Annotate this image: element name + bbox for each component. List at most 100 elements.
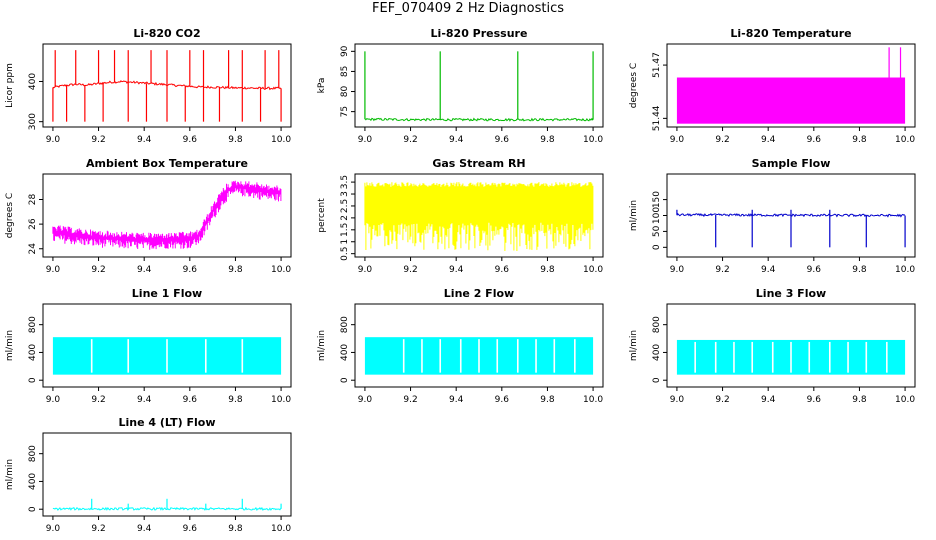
chart-line-1-flow-series-line-1-gap-4 [241, 339, 244, 373]
chart-line-2-flow-series-line-2-gap-9 [574, 339, 576, 373]
chart-sample-flow-xtick-label-4: 9.8 [852, 265, 867, 275]
chart-sample-flow-ytick-label-3: 150 [652, 191, 662, 208]
chart-line-2-flow-xtick-label-1: 9.2 [403, 395, 417, 405]
chart-line-3-flow-xtick-label-4: 9.8 [852, 395, 867, 405]
chart-li-820-co2: Li-820 CO2 Licor ppm 9.0 9.2 9.4 9.6 9.8 10.0 30… [5, 27, 292, 145]
chart-line-2-flow: Line 2 Flow ml/min 9.0 9.2 9.4 9.6 9.8 10.0 0 400… [317, 287, 604, 405]
chart-li-820-pressure-xtick-label-5: 10.0 [583, 135, 603, 145]
chart-li-820-temperature: Li-820 Temperature degrees C 9.0 9.2 9.4 9.6 9… [629, 27, 916, 145]
chart-line-1-flow-xtick-label-5: 10.0 [271, 395, 291, 405]
chart-line-3-flow-series-line-3-gap-3 [751, 341, 754, 373]
chart-li-820-temperature-xtick-label-5: 10.0 [895, 135, 915, 145]
chart-ambient-box-temperature-xtick-label-1: 9.2 [91, 265, 105, 275]
chart-line-1-flow-ytick-label-1: 400 [28, 344, 38, 361]
chart-li-820-temperature-data [676, 47, 906, 124]
chart-line-2-flow-series-line-2-gap-6 [516, 339, 519, 373]
chart-line-1-flow-title: Line 1 Flow [132, 287, 202, 300]
chart-gas-stream-rh: Gas Stream RH percent 9.0 9.2 9.4 9.6 9.8 10.0 0… [317, 157, 604, 275]
chart-ambient-box-temperature-frame [42, 173, 292, 258]
chart-line-4-lt-flow-ylabel: ml/min [5, 459, 15, 490]
chart-sample-flow-ylabel: ml/min [629, 200, 639, 231]
chart-gas-stream-rh-title: Gas Stream RH [432, 157, 525, 170]
chart-line-2-flow-xtick-label-4: 9.8 [540, 395, 555, 405]
chart-line-2-flow-ytick-label-0: 0 [340, 377, 350, 383]
chart-li-820-temperature-xtick-label-1: 9.2 [715, 135, 729, 145]
chart-line-3-flow-series-line-3-gap-1 [714, 341, 717, 373]
chart-sample-flow-ytick-label-2: 100 [652, 207, 662, 224]
chart-gas-stream-rh-xtick-label-4: 9.8 [540, 265, 555, 275]
chart-sample-flow-ytick-label-0: 0 [652, 244, 662, 250]
chart-ambient-box-temperature-series-ambient [52, 180, 282, 250]
chart-ambient-box-temperature-ytick-label-0: 24 [28, 243, 38, 255]
chart-sample-flow-xtick-label-2: 9.4 [761, 265, 776, 275]
chart-li-820-co2-xtick-label-2: 9.4 [137, 135, 152, 145]
chart-li-820-temperature-ytick-label-0: 51.44 [652, 105, 662, 131]
chart-line-1-flow-ylabel: ml/min [5, 330, 15, 361]
chart-line-2-flow-series-line-2-gap-5 [496, 339, 499, 373]
chart-gas-stream-rh-xtick-label-0: 9.0 [358, 265, 373, 275]
chart-gas-stream-rh-xtick-label-5: 10.0 [583, 265, 603, 275]
chart-line-4-lt-flow-xtick-label-4: 9.8 [228, 524, 243, 534]
chart-ambient-box-temperature-xtick-label-0: 9.0 [46, 265, 61, 275]
chart-line-3-flow-ytick-label-1: 400 [652, 344, 662, 361]
chart-line-4-lt-flow-title: Line 4 (LT) Flow [119, 416, 216, 429]
chart-sample-flow-xtick-label-1: 9.2 [715, 265, 729, 275]
chart-gas-stream-rh-ylabel: percent [317, 198, 327, 233]
chart-line-3-flow: Line 3 Flow ml/min 9.0 9.2 9.4 9.6 9.8 10.0 0 400… [629, 287, 916, 405]
chart-li-820-co2-frame [42, 43, 292, 128]
chart-li-820-co2-xtick-label-3: 9.6 [183, 135, 198, 145]
chart-gas-stream-rh-ytick-label-4: 2.5 [340, 199, 350, 213]
chart-sample-flow-title: Sample Flow [752, 157, 831, 170]
chart-line-2-flow-xtick-label-2: 9.4 [449, 395, 464, 405]
chart-li-820-temperature-frame [666, 43, 916, 128]
chart-line-1-flow-xtick-label-1: 9.2 [91, 395, 105, 405]
chart-ambient-box-temperature: Ambient Box Temperature degrees C 9.0 9.2 9.… [5, 157, 292, 275]
chart-line-4-lt-flow-xtick-label-1: 9.2 [91, 524, 105, 534]
chart-ambient-box-temperature-ytick-label-1: 26 [28, 218, 38, 230]
chart-li-820-temperature-xtick-label-2: 9.4 [761, 135, 776, 145]
chart-sample-flow-ytick-label-1: 50 [652, 225, 662, 237]
chart-line-2-flow-series-line-2-gap-2 [439, 339, 442, 373]
chart-gas-stream-rh-ytick-label-2: 1.5 [340, 223, 350, 237]
chart-gas-stream-rh-series-rh [364, 182, 594, 251]
page-title: FEF_070409 2 Hz Diagnostics [372, 1, 564, 16]
chart-li-820-pressure-ytick-label-1: 80 [340, 86, 350, 98]
chart-li-820-temperature-xtick-label-0: 9.0 [670, 135, 685, 145]
chart-line-1-flow-xtick-label-2: 9.4 [137, 395, 152, 405]
chart-line-1-flow-series-line-1-gap-1 [127, 339, 130, 373]
chart-line-3-flow-xtick-label-5: 10.0 [895, 395, 915, 405]
chart-line-3-flow-ytick-label-2: 800 [652, 316, 662, 333]
chart-line-3-flow-series-line-3-gap-10 [886, 341, 888, 373]
chart-line-1-flow-ytick-label-2: 800 [28, 316, 38, 333]
chart-li-820-co2-data [52, 50, 282, 122]
chart-line-2-flow-xtick-label-0: 9.0 [358, 395, 373, 405]
chart-gas-stream-rh-xtick-label-3: 9.6 [495, 265, 510, 275]
chart-line-1-flow-xtick-label-3: 9.6 [183, 395, 198, 405]
chart-li-820-pressure-series-pressure [364, 117, 594, 122]
chart-line-4-lt-flow: Line 4 (LT) Flow ml/min 9.0 9.2 9.4 9.6 9.8 10.… [5, 416, 292, 534]
chart-li-820-pressure-ytick-label-2: 85 [340, 66, 350, 77]
chart-gas-stream-rh-xtick-label-1: 9.2 [403, 265, 417, 275]
chart-line-4-lt-flow-ytick-label-1: 400 [28, 473, 38, 490]
chart-line-3-flow-series-line-3-gap-2 [733, 341, 735, 373]
chart-gas-stream-rh-ytick-label-6: 3.5 [340, 175, 350, 189]
chart-line-3-flow-xtick-label-3: 9.6 [807, 395, 822, 405]
chart-sample-flow-xtick-label-3: 9.6 [807, 265, 822, 275]
chart-line-1-flow: Line 1 Flow ml/min 9.0 9.2 9.4 9.6 9.8 10.0 0 400… [5, 287, 292, 405]
chart-ambient-box-temperature-xtick-label-5: 10.0 [271, 265, 291, 275]
chart-ambient-box-temperature-title: Ambient Box Temperature [86, 157, 248, 170]
chart-line-2-flow-xtick-label-3: 9.6 [495, 395, 510, 405]
chart-li-820-co2-title: Li-820 CO2 [133, 27, 200, 40]
chart-line-4-lt-flow-ytick-label-2: 800 [28, 445, 38, 462]
chart-line-3-flow-series-line-3-gap-4 [771, 341, 774, 373]
chart-li-820-pressure-xtick-label-0: 9.0 [358, 135, 373, 145]
chart-li-820-co2-ytick-label-1: 400 [28, 73, 38, 90]
chart-line-3-flow-series-line-3-gap-0 [694, 341, 696, 373]
chart-li-820-pressure-data [364, 51, 594, 122]
chart-ambient-box-temperature-xtick-label-4: 9.8 [228, 265, 243, 275]
chart-line-3-flow-ytick-label-0: 0 [652, 377, 662, 383]
chart-li-820-temperature-ytick-label-1: 51.47 [652, 52, 662, 78]
chart-line-4-lt-flow-series-line-4 [52, 506, 282, 511]
